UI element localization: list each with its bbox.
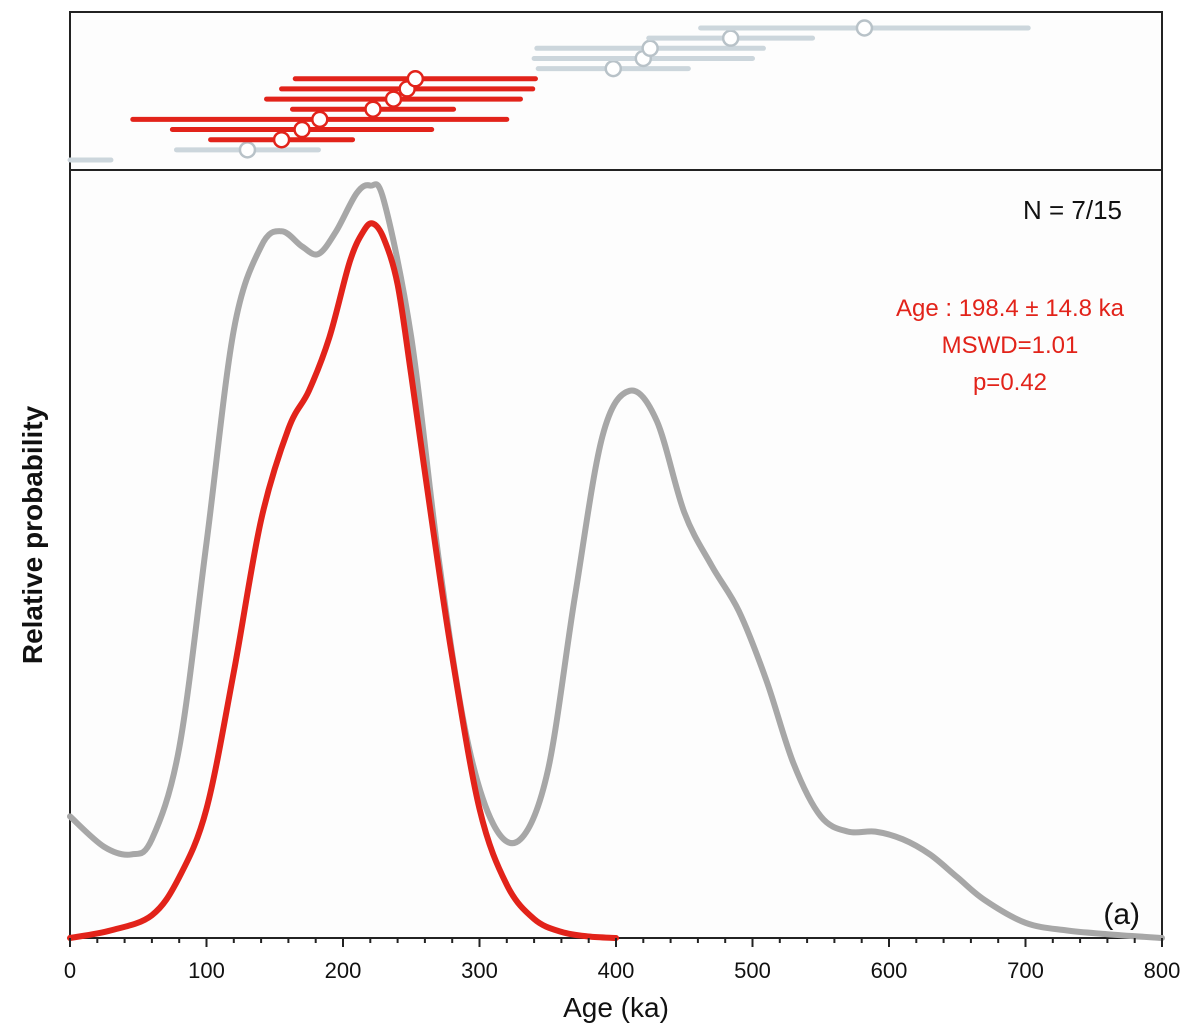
mswd-annotation: MSWD=1.01 bbox=[942, 332, 1079, 359]
age-error-bar bbox=[264, 90, 523, 108]
probability-curve-selected bbox=[67, 220, 619, 941]
x-axis-ticks: 0 100 200 300 400 500 600 700 800 bbox=[64, 938, 1180, 983]
age-error-bar bbox=[646, 29, 816, 47]
age-point bbox=[293, 120, 311, 139]
y-axis-title: Relative probability bbox=[17, 405, 48, 664]
age-point bbox=[641, 39, 659, 58]
x-tick-label: 0 bbox=[64, 958, 76, 983]
age-error-bar bbox=[534, 39, 766, 58]
x-tick-label: 300 bbox=[461, 958, 498, 983]
probability-panel bbox=[69, 169, 1163, 939]
p-annotation: p=0.42 bbox=[973, 369, 1047, 396]
age-error-bar bbox=[292, 70, 538, 88]
main-panel-frame bbox=[69, 169, 1163, 939]
top-panel-frame bbox=[69, 11, 1163, 171]
age-error-bar bbox=[289, 100, 457, 118]
x-tick-label: 600 bbox=[871, 958, 908, 983]
n-label: N = 7/15 bbox=[1023, 195, 1122, 225]
age-error-bar bbox=[698, 19, 1031, 37]
probability-curves bbox=[67, 181, 1165, 941]
age-point bbox=[384, 90, 403, 108]
age-error-bar-panel bbox=[69, 11, 1163, 171]
age-point bbox=[311, 110, 329, 129]
age-error-bar bbox=[535, 59, 691, 78]
age-point bbox=[272, 130, 291, 149]
x-axis-title: Age (ka) bbox=[563, 992, 669, 1023]
age-error-bar bbox=[130, 110, 510, 129]
probability-curve-all bbox=[67, 181, 1165, 941]
x-tick-label: 400 bbox=[598, 958, 635, 983]
x-tick-label: 700 bbox=[1007, 958, 1044, 983]
age-error-bar bbox=[169, 120, 435, 139]
age-point bbox=[406, 70, 425, 88]
age-point bbox=[855, 19, 874, 37]
age-point bbox=[238, 141, 257, 159]
x-tick-label: 100 bbox=[188, 958, 225, 983]
age-point bbox=[604, 59, 623, 78]
age-error-bars bbox=[67, 19, 1031, 163]
panel-label: (a) bbox=[1103, 898, 1140, 931]
x-tick-label: 200 bbox=[325, 958, 362, 983]
x-tick-label: 800 bbox=[1144, 958, 1181, 983]
age-point bbox=[364, 100, 382, 118]
age-point bbox=[721, 29, 740, 47]
age-annotation: Age : 198.4 ± 14.8 ka bbox=[896, 295, 1125, 322]
x-tick-label: 500 bbox=[734, 958, 771, 983]
age-error-bar bbox=[208, 130, 356, 149]
age-error-bar bbox=[173, 141, 321, 159]
